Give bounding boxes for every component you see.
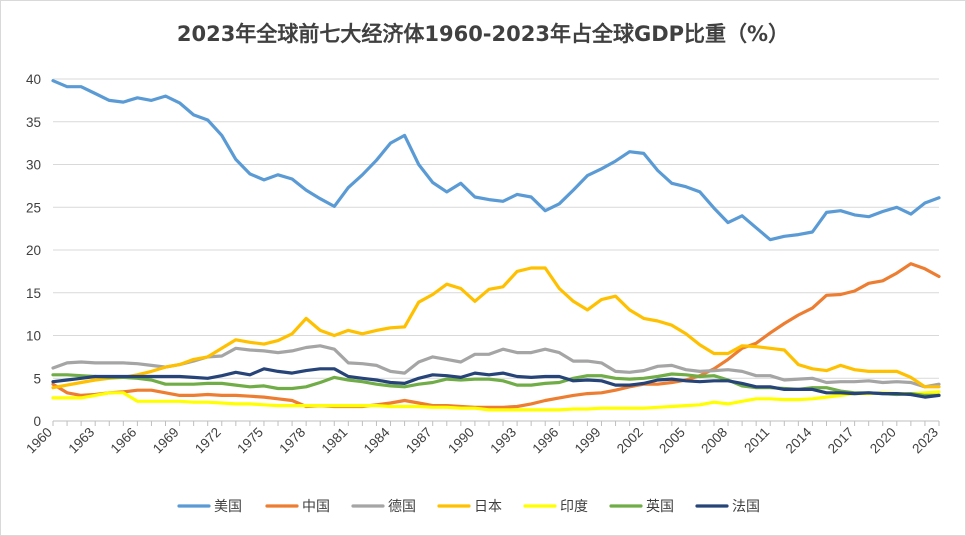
x-tick-label: 1984 bbox=[361, 424, 393, 456]
x-tick-label: 1975 bbox=[234, 425, 266, 457]
legend-label: 法国 bbox=[732, 499, 760, 515]
legend-label: 德国 bbox=[388, 499, 416, 515]
series-line-0 bbox=[51, 79, 941, 242]
y-tick-label: 30 bbox=[26, 158, 41, 173]
x-tick-label: 1978 bbox=[276, 425, 308, 457]
y-tick-label: 5 bbox=[33, 371, 41, 386]
x-tick-label: 1996 bbox=[530, 425, 562, 457]
x-tick-label: 1999 bbox=[572, 425, 604, 457]
x-tick-label: 1969 bbox=[150, 425, 182, 457]
x-tick-label: 2023 bbox=[909, 425, 941, 457]
y-tick-label: 20 bbox=[26, 243, 41, 258]
x-tick-label: 2020 bbox=[867, 425, 899, 457]
series-line-1 bbox=[51, 262, 941, 409]
x-tick-label: 2011 bbox=[741, 425, 772, 456]
legend-label: 日本 bbox=[474, 499, 502, 515]
x-tick-label: 1987 bbox=[403, 425, 435, 457]
y-tick-label: 40 bbox=[26, 72, 41, 87]
legend-item: 印度 bbox=[523, 499, 588, 515]
x-tick-label: 1981 bbox=[319, 425, 351, 457]
legend-item: 中国 bbox=[265, 499, 330, 515]
y-tick-label: 15 bbox=[26, 286, 41, 301]
legend-item: 美国 bbox=[177, 499, 242, 515]
legend-label: 中国 bbox=[302, 499, 330, 515]
series-lines bbox=[51, 79, 941, 412]
y-tick-label: 25 bbox=[26, 200, 41, 215]
legend-label: 英国 bbox=[646, 498, 674, 515]
x-tick-label: 2008 bbox=[698, 425, 730, 457]
x-tick-label: 2005 bbox=[656, 425, 688, 457]
legend-item: 英国 bbox=[609, 498, 674, 515]
x-tick-label: 1960 bbox=[23, 425, 55, 457]
legend-item: 德国 bbox=[351, 499, 416, 515]
x-tick-label: 2002 bbox=[614, 425, 646, 457]
x-tick-label: 1963 bbox=[65, 425, 97, 457]
x-tick-label: 1993 bbox=[487, 425, 519, 457]
y-tick-label: 0 bbox=[33, 414, 41, 429]
y-tick-label: 10 bbox=[26, 329, 41, 344]
x-tick-label: 1966 bbox=[108, 425, 140, 457]
legend-label: 美国 bbox=[214, 499, 242, 515]
legend: 美国 中国 德国 日本 印度 英国 法国 bbox=[177, 498, 760, 515]
x-tick-label: 2017 bbox=[825, 425, 857, 457]
gridlines bbox=[53, 78, 939, 379]
series-line-6 bbox=[51, 367, 941, 399]
x-tick-label: 2014 bbox=[783, 424, 815, 456]
legend-item: 法国 bbox=[695, 499, 760, 515]
x-tick-label: 1990 bbox=[445, 425, 477, 457]
x-tick-label: 1972 bbox=[192, 425, 224, 457]
legend-item: 日本 bbox=[437, 499, 502, 515]
series-line-3 bbox=[51, 266, 941, 390]
series-line-4 bbox=[51, 390, 941, 412]
legend-label: 印度 bbox=[560, 499, 588, 515]
y-tick-label: 35 bbox=[26, 115, 41, 130]
chart-title: 2023年全球前七大经济体1960-2023年占全球GDP比重（%） bbox=[177, 22, 789, 46]
